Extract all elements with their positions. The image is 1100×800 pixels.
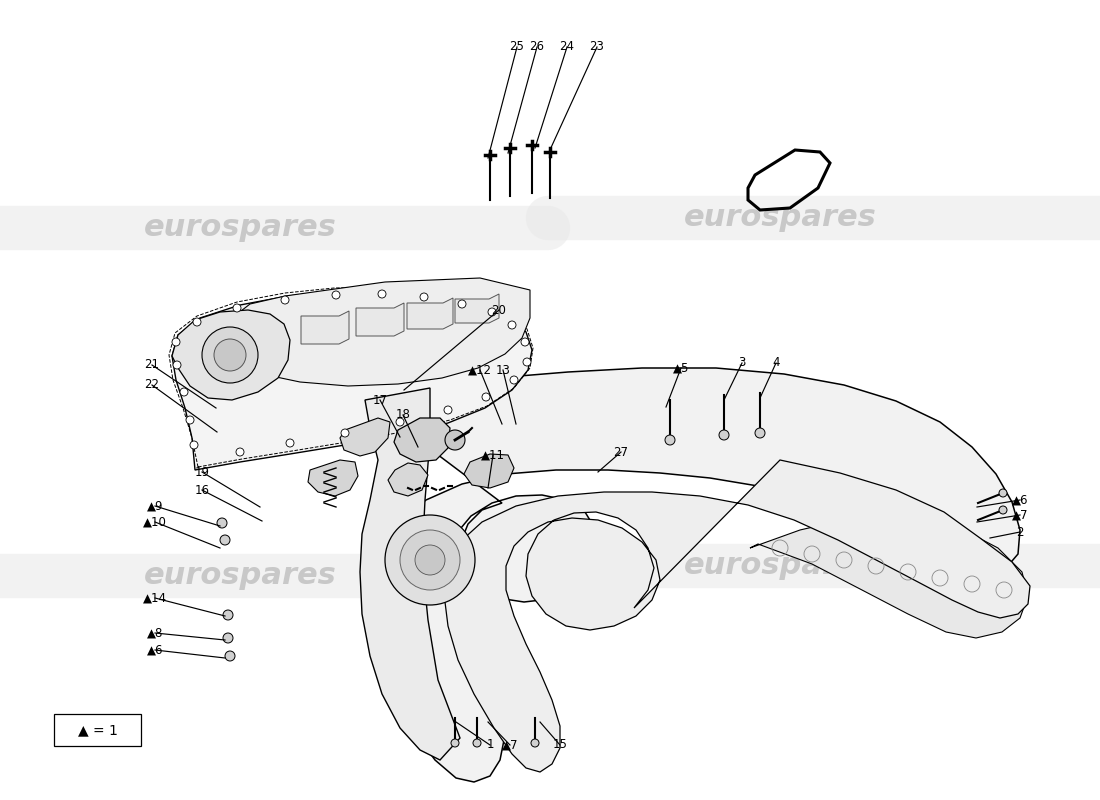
Polygon shape [172, 310, 290, 400]
Polygon shape [365, 368, 1020, 782]
Circle shape [999, 489, 1007, 497]
Text: 24: 24 [560, 41, 574, 54]
Text: ▲8: ▲8 [146, 626, 163, 639]
Polygon shape [228, 278, 530, 386]
Text: ▲7: ▲7 [1012, 509, 1028, 522]
Polygon shape [301, 311, 349, 344]
Text: eurospares: eurospares [144, 562, 337, 590]
Circle shape [214, 339, 246, 371]
Text: ▲6: ▲6 [146, 643, 163, 657]
Circle shape [521, 338, 529, 346]
Text: 4: 4 [772, 357, 780, 370]
Circle shape [223, 633, 233, 643]
Text: eurospares: eurospares [683, 551, 877, 581]
Polygon shape [407, 298, 453, 329]
Circle shape [172, 338, 180, 346]
Text: ▲12: ▲12 [468, 363, 492, 377]
Text: eurospares: eurospares [144, 214, 337, 242]
Text: 26: 26 [529, 41, 544, 54]
Circle shape [236, 448, 244, 456]
Text: 3: 3 [738, 357, 746, 370]
Text: 2: 2 [1016, 526, 1024, 538]
Text: ▲6: ▲6 [1012, 494, 1028, 506]
Circle shape [396, 418, 404, 426]
Text: ▲7: ▲7 [502, 738, 518, 751]
Polygon shape [455, 294, 499, 323]
Text: 19: 19 [195, 466, 209, 478]
Text: ▲ = 1: ▲ = 1 [78, 723, 118, 737]
Circle shape [332, 291, 340, 299]
Text: 15: 15 [552, 738, 568, 751]
FancyBboxPatch shape [54, 714, 141, 746]
Circle shape [190, 441, 198, 449]
Text: 27: 27 [614, 446, 628, 458]
Circle shape [341, 429, 349, 437]
Text: ▲10: ▲10 [143, 515, 167, 529]
Circle shape [202, 327, 258, 383]
Text: 18: 18 [396, 409, 410, 422]
Circle shape [451, 739, 459, 747]
Circle shape [522, 358, 531, 366]
Circle shape [192, 318, 201, 326]
Text: 1: 1 [486, 738, 494, 751]
Circle shape [220, 535, 230, 545]
Circle shape [233, 304, 241, 312]
Text: 20: 20 [492, 303, 506, 317]
Circle shape [999, 506, 1007, 514]
Circle shape [378, 290, 386, 298]
Circle shape [420, 293, 428, 301]
Text: 16: 16 [195, 483, 209, 497]
Text: 25: 25 [509, 41, 525, 54]
Circle shape [482, 393, 490, 401]
Circle shape [446, 430, 465, 450]
Polygon shape [464, 454, 514, 488]
Circle shape [719, 430, 729, 440]
Text: ▲5: ▲5 [673, 362, 690, 374]
Text: ▲9: ▲9 [146, 499, 163, 513]
Circle shape [223, 610, 233, 620]
Circle shape [180, 388, 188, 396]
Circle shape [186, 416, 194, 424]
Circle shape [280, 296, 289, 304]
Circle shape [510, 376, 518, 384]
Circle shape [173, 361, 182, 369]
Polygon shape [340, 418, 390, 456]
Text: 13: 13 [496, 363, 510, 377]
Text: ▲14: ▲14 [143, 591, 167, 605]
Text: ▲11: ▲11 [481, 449, 505, 462]
Text: eurospares: eurospares [683, 203, 877, 233]
Polygon shape [308, 460, 358, 496]
Polygon shape [750, 516, 1028, 638]
Circle shape [444, 406, 452, 414]
Circle shape [415, 545, 446, 575]
Polygon shape [394, 418, 450, 462]
Text: 17: 17 [373, 394, 387, 406]
Circle shape [488, 308, 496, 316]
Circle shape [458, 300, 466, 308]
Circle shape [531, 739, 539, 747]
Polygon shape [360, 388, 460, 760]
Polygon shape [172, 290, 532, 470]
Circle shape [473, 739, 481, 747]
Circle shape [755, 428, 764, 438]
Polygon shape [444, 460, 1030, 772]
Polygon shape [388, 463, 428, 496]
Polygon shape [356, 303, 404, 336]
Text: 22: 22 [144, 378, 159, 391]
Circle shape [286, 439, 294, 447]
Circle shape [400, 530, 460, 590]
Circle shape [226, 651, 235, 661]
Circle shape [666, 435, 675, 445]
Circle shape [385, 515, 475, 605]
Text: 23: 23 [590, 41, 604, 54]
Circle shape [508, 321, 516, 329]
Circle shape [217, 518, 227, 528]
Text: 21: 21 [144, 358, 159, 371]
